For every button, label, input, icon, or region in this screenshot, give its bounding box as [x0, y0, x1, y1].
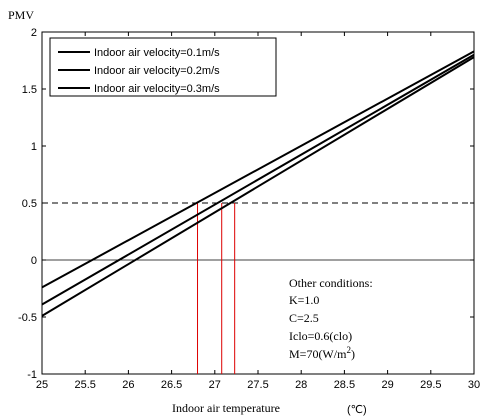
x-tick-label-4: 27	[209, 379, 221, 391]
legend-box	[49, 37, 277, 97]
y-tick-label-4: 1	[31, 141, 37, 153]
y-tick-label-5: 1.5	[22, 84, 37, 96]
red-vertical-markers	[197, 203, 236, 374]
x-axis-unit: (℃)	[347, 404, 367, 416]
y-tick-label-2: 0	[31, 255, 37, 267]
annotation-m-superscript: 2	[346, 345, 351, 355]
legend: Indoor air velocity=0.1m/s Indoor air ve…	[49, 37, 277, 97]
x-tick-label-9: 29.5	[420, 379, 441, 391]
x-tick-label-3: 26.5	[161, 379, 182, 391]
annotation-m-suffix: )	[351, 347, 355, 361]
annotation-k: K=1.0	[289, 293, 319, 307]
annotation-block: Other conditions: K=1.0 C=2.5 Iclo=0.6(c…	[289, 276, 373, 361]
annotation-m: M=70(W/m2)	[289, 345, 355, 361]
y-tick-label-6: 2	[31, 27, 37, 39]
x-tick-label-6: 28	[295, 379, 307, 391]
legend-label-1: Indoor air velocity=0.2m/s	[94, 65, 220, 77]
annotation-m-prefix: M=70(W/m	[289, 347, 347, 361]
y-axis-label: PMV	[8, 8, 34, 22]
series-line-1	[41, 53, 475, 306]
annotation-iclo: Iclo=0.6(clo)	[289, 329, 352, 343]
x-tick-label-2: 26	[122, 379, 134, 391]
y-tick-label-1: -0.5	[18, 312, 37, 324]
x-tick-label-5: 27.5	[247, 379, 268, 391]
annotation-heading: Other conditions:	[289, 276, 373, 290]
x-tick-label-10: 30	[468, 379, 480, 391]
x-axis-ticks: 25 25.5 26 26.5 27 27.5 28 28.5 29 29.5 30	[36, 32, 480, 391]
x-axis-label: Indoor air temperature	[172, 401, 280, 415]
y-tick-label-0: -1	[27, 369, 37, 381]
y-tick-label-3: 0.5	[22, 198, 37, 210]
x-tick-label-1: 25.5	[74, 379, 95, 391]
annotation-c: C=2.5	[289, 311, 319, 325]
legend-label-0: Indoor air velocity=0.1m/s	[94, 47, 220, 59]
series-lines	[41, 50, 475, 317]
x-tick-label-7: 28.5	[334, 379, 355, 391]
legend-label-2: Indoor air velocity=0.3m/s	[94, 83, 220, 95]
x-tick-label-8: 29	[381, 379, 393, 391]
series-line-0	[41, 50, 475, 289]
series-line-2	[41, 56, 475, 317]
y-axis-ticks: -1 -0.5 0 0.5 1 1.5 2	[18, 27, 474, 381]
x-tick-label-0: 25	[36, 379, 48, 391]
